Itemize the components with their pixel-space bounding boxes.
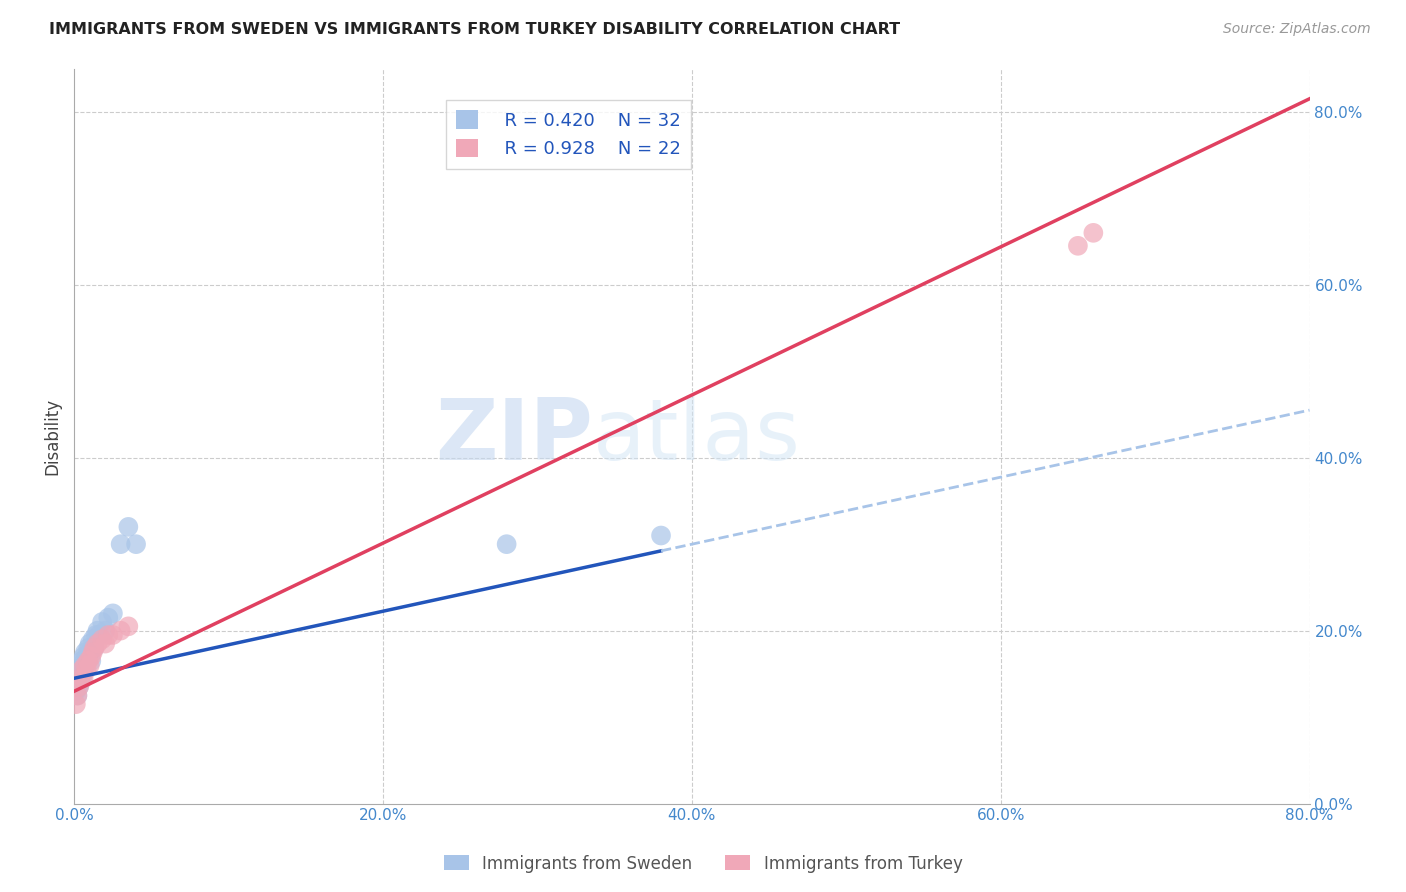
Point <box>66 689 89 703</box>
Point <box>75 645 97 659</box>
Point <box>97 610 120 624</box>
Y-axis label: Disability: Disability <box>44 398 60 475</box>
Point <box>65 684 87 698</box>
Point <box>77 640 100 655</box>
Point <box>75 658 97 673</box>
Point <box>86 624 108 638</box>
Point <box>79 658 101 673</box>
Point <box>83 640 105 655</box>
Point <box>75 658 97 673</box>
Point <box>117 619 139 633</box>
Point <box>69 671 91 685</box>
Point <box>84 628 107 642</box>
Point <box>101 607 124 621</box>
Point <box>66 689 89 703</box>
Point <box>76 649 98 664</box>
Point <box>70 663 93 677</box>
Point <box>91 615 114 629</box>
Point <box>83 640 105 655</box>
Point <box>77 654 100 668</box>
Point <box>79 637 101 651</box>
Point <box>69 658 91 673</box>
Legend: Immigrants from Sweden, Immigrants from Turkey: Immigrants from Sweden, Immigrants from … <box>437 848 969 880</box>
Point <box>80 654 103 668</box>
Point <box>86 637 108 651</box>
Point <box>97 628 120 642</box>
Point <box>87 628 110 642</box>
Text: ZIP: ZIP <box>436 394 593 477</box>
Point <box>495 537 517 551</box>
Point <box>94 637 117 651</box>
Point <box>1067 239 1090 253</box>
Point <box>72 671 94 685</box>
Point <box>72 663 94 677</box>
Point <box>1083 226 1105 240</box>
Text: IMMIGRANTS FROM SWEDEN VS IMMIGRANTS FROM TURKEY DISABILITY CORRELATION CHART: IMMIGRANTS FROM SWEDEN VS IMMIGRANTS FRO… <box>49 22 900 37</box>
Point <box>110 537 132 551</box>
Point <box>70 654 93 668</box>
Point <box>117 520 139 534</box>
Point <box>65 697 87 711</box>
Point <box>91 632 114 647</box>
Point <box>82 632 104 647</box>
Point <box>67 680 90 694</box>
Legend:   R = 0.420    N = 32,   R = 0.928    N = 22: R = 0.420 N = 32, R = 0.928 N = 22 <box>446 100 692 169</box>
Point <box>101 628 124 642</box>
Point <box>67 680 90 694</box>
Point <box>80 649 103 664</box>
Point <box>69 675 91 690</box>
Point <box>76 663 98 677</box>
Text: atlas: atlas <box>593 394 801 477</box>
Text: Source: ZipAtlas.com: Source: ZipAtlas.com <box>1223 22 1371 37</box>
Point <box>79 645 101 659</box>
Point <box>94 624 117 638</box>
Point <box>650 528 672 542</box>
Point <box>70 671 93 685</box>
Point <box>125 537 148 551</box>
Point <box>66 671 89 685</box>
Point <box>110 624 132 638</box>
Point <box>82 645 104 659</box>
Point <box>72 649 94 664</box>
Point <box>67 666 90 681</box>
